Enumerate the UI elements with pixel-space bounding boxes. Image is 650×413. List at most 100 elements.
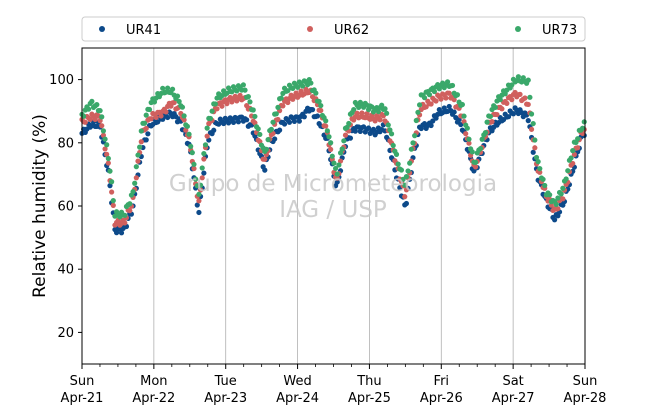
data-point — [328, 140, 334, 146]
legend-label-0: UR41 — [126, 23, 161, 38]
data-point — [197, 182, 204, 188]
x-tick-day: Fri — [434, 374, 450, 389]
data-point — [272, 136, 278, 142]
data-point — [403, 187, 410, 193]
x-tick-day: Thu — [356, 374, 381, 389]
x-tick-day: Tue — [214, 374, 237, 389]
data-point — [390, 142, 396, 149]
data-point — [555, 195, 561, 201]
data-point — [331, 160, 337, 166]
data-point — [153, 114, 159, 121]
data-point — [375, 108, 382, 115]
data-point — [204, 125, 210, 131]
data-point — [285, 99, 291, 106]
data-point — [291, 118, 298, 125]
data-point — [407, 160, 413, 166]
watermark: Grupo de Micrometeorologia IAG / USP — [169, 171, 497, 223]
data-point — [560, 185, 566, 191]
data-point — [165, 114, 171, 121]
data-point — [135, 158, 141, 164]
data-point — [211, 127, 217, 133]
x-tick-date: Apr-23 — [204, 391, 247, 406]
data-point — [484, 119, 490, 125]
data-point — [426, 92, 433, 98]
data-point — [446, 90, 452, 96]
data-point — [565, 168, 571, 174]
data-point — [165, 85, 171, 91]
data-point — [268, 126, 274, 132]
data-point — [532, 145, 538, 151]
data-point — [224, 101, 230, 107]
data-point — [252, 120, 258, 126]
data-point — [489, 119, 495, 125]
data-point — [525, 77, 531, 83]
data-point — [277, 127, 283, 133]
legend-marker-0 — [99, 26, 105, 32]
data-point — [255, 126, 261, 132]
data-point — [82, 119, 88, 125]
data-point — [552, 217, 558, 223]
data-point — [201, 170, 207, 176]
legend-label-2: UR73 — [542, 23, 577, 38]
data-point — [359, 110, 365, 116]
data-point — [179, 104, 186, 110]
data-point — [398, 167, 405, 173]
data-points — [79, 74, 587, 236]
data-point — [308, 80, 314, 86]
data-point — [301, 114, 307, 120]
data-point — [97, 108, 103, 114]
data-point — [408, 146, 414, 152]
legend-label-1: UR62 — [334, 23, 369, 38]
data-point — [204, 133, 210, 139]
data-point — [570, 160, 576, 167]
data-point — [281, 121, 288, 127]
data-point — [581, 119, 587, 125]
data-point — [492, 104, 498, 110]
data-point — [196, 198, 202, 204]
data-point — [207, 115, 214, 122]
data-point — [206, 137, 212, 143]
data-point — [171, 99, 177, 106]
data-point — [525, 118, 531, 124]
data-point — [196, 209, 202, 216]
data-point — [351, 106, 357, 113]
data-point — [104, 142, 110, 148]
data-point — [379, 102, 385, 108]
data-point — [385, 122, 391, 128]
data-point — [334, 171, 340, 177]
data-point — [333, 165, 339, 172]
axis-layer: 20 40 60 80 100 Sun Apr-21 Mon Apr-22 Tue Apr-23 We… — [49, 73, 606, 406]
data-point — [530, 149, 536, 155]
data-point — [181, 113, 187, 119]
data-point — [454, 92, 461, 98]
data-point — [105, 160, 111, 166]
data-point — [469, 149, 475, 155]
data-point — [323, 118, 329, 124]
watermark-line-1: Grupo de Micrometeorologia — [169, 171, 497, 197]
data-point — [135, 152, 141, 158]
data-point — [528, 126, 535, 132]
data-point — [110, 198, 116, 204]
data-point — [517, 91, 523, 97]
data-point — [102, 146, 108, 152]
data-point — [570, 148, 576, 154]
data-point — [189, 150, 195, 156]
data-point — [487, 113, 493, 120]
data-point — [132, 180, 138, 186]
data-point — [326, 134, 332, 140]
data-point — [209, 108, 215, 114]
series-UR73 — [79, 74, 587, 220]
data-point — [413, 117, 419, 124]
data-point — [558, 191, 564, 197]
data-point — [431, 88, 437, 95]
data-point — [230, 119, 237, 125]
data-point — [273, 111, 279, 117]
data-point — [402, 182, 408, 188]
x-tick-date: Apr-28 — [564, 391, 607, 406]
data-point — [458, 121, 464, 128]
data-point — [494, 111, 500, 118]
data-point — [410, 140, 416, 146]
data-point — [428, 122, 434, 129]
x-tick-date: Apr-25 — [348, 391, 391, 406]
